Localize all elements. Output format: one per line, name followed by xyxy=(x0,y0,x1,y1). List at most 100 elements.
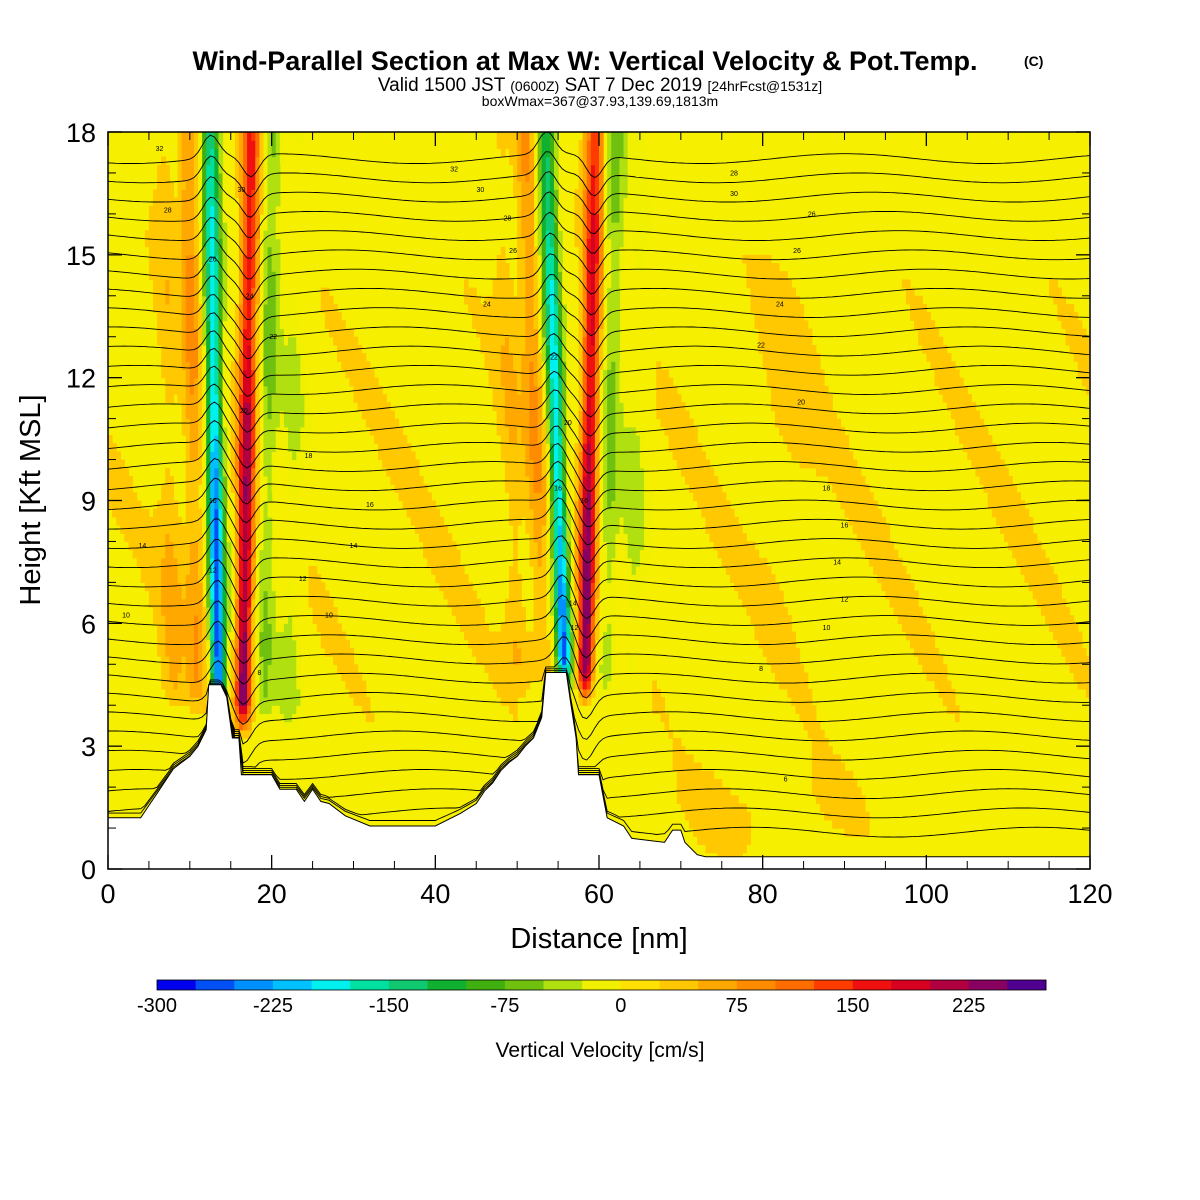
velocity-cell xyxy=(504,475,510,485)
velocity-cell xyxy=(202,320,207,330)
velocity-cell xyxy=(484,353,490,362)
velocity-cell xyxy=(185,566,191,575)
velocity-cell xyxy=(590,525,596,534)
velocity-cell xyxy=(177,197,183,207)
velocity-cell xyxy=(251,598,256,608)
velocity-cell xyxy=(558,533,563,543)
velocity-cell xyxy=(578,205,584,215)
velocity-cell xyxy=(566,623,571,633)
velocity-cell xyxy=(586,140,592,149)
velocity-cell xyxy=(549,197,555,207)
velocity-cell xyxy=(541,475,547,485)
velocity-cell xyxy=(684,426,690,436)
velocity-cell xyxy=(238,443,244,452)
velocity-cell xyxy=(521,344,526,354)
velocity-cell xyxy=(672,418,678,428)
velocity-cell xyxy=(251,320,256,330)
velocity-cell xyxy=(202,647,207,657)
velocity-cell xyxy=(521,189,526,199)
velocity-cell xyxy=(521,451,526,461)
velocity-cell xyxy=(263,639,269,649)
velocity-cell xyxy=(615,418,621,428)
velocity-cell xyxy=(394,418,400,428)
velocity-cell xyxy=(500,688,506,698)
velocity-cell xyxy=(607,533,612,543)
velocity-cell xyxy=(226,508,232,518)
velocity-cell xyxy=(492,631,498,641)
velocity-cell xyxy=(243,590,248,600)
velocity-cell xyxy=(582,492,588,502)
velocity-cell xyxy=(549,623,555,633)
velocity-cell xyxy=(611,623,616,633)
velocity-cell xyxy=(144,533,150,543)
velocity-cell xyxy=(615,410,621,420)
velocity-cell xyxy=(259,189,265,199)
velocity-cell xyxy=(198,574,203,583)
velocity-cell xyxy=(173,328,179,338)
velocity-cell xyxy=(312,606,318,616)
velocity-cell xyxy=(193,574,199,583)
velocity-cell xyxy=(193,664,199,674)
velocity-cell xyxy=(247,484,252,493)
velocity-cell xyxy=(247,705,252,715)
velocity-cell xyxy=(549,484,555,493)
velocity-cell xyxy=(594,549,600,559)
velocity-cell xyxy=(267,189,273,199)
velocity-cell xyxy=(738,819,743,829)
velocity-cell xyxy=(144,508,150,518)
velocity-cell xyxy=(553,287,559,297)
velocity-cell xyxy=(525,197,531,207)
velocity-cell xyxy=(553,426,559,436)
velocity-cell xyxy=(476,303,481,313)
velocity-cell xyxy=(263,394,269,403)
velocity-cell xyxy=(140,508,146,518)
velocity-cell xyxy=(521,222,526,231)
velocity-cell xyxy=(504,697,510,706)
velocity-cell xyxy=(578,434,584,444)
velocity-cell xyxy=(402,459,408,469)
velocity-cell xyxy=(255,410,260,420)
velocity-cell xyxy=(533,287,539,297)
velocity-cell xyxy=(418,475,424,485)
velocity-cell xyxy=(611,434,616,444)
velocity-cell xyxy=(574,656,580,665)
velocity-cell xyxy=(508,688,514,698)
velocity-cell xyxy=(328,606,334,616)
velocity-cell xyxy=(275,639,281,649)
velocity-cell xyxy=(668,729,674,739)
velocity-cell xyxy=(517,582,522,592)
velocity-cell xyxy=(238,598,244,608)
velocity-cell xyxy=(210,533,215,543)
velocity-cell xyxy=(697,778,702,788)
velocity-cell xyxy=(590,467,596,477)
velocity-cell xyxy=(562,336,567,346)
velocity-cell xyxy=(623,533,629,543)
velocity-cell xyxy=(173,656,179,665)
velocity-cell xyxy=(537,148,543,158)
velocity-cell xyxy=(238,361,244,371)
velocity-cell xyxy=(594,377,600,387)
velocity-cell xyxy=(594,598,600,608)
velocity-cell xyxy=(267,279,273,289)
velocity-cell xyxy=(693,787,698,796)
velocity-cell xyxy=(214,647,220,657)
velocity-cell xyxy=(693,467,698,477)
velocity-cell xyxy=(738,549,743,559)
velocity-cell xyxy=(234,697,240,706)
velocity-cell xyxy=(210,672,215,682)
velocity-cell xyxy=(435,508,441,518)
velocity-cell xyxy=(214,443,220,452)
velocity-cell xyxy=(148,230,154,240)
velocity-cell xyxy=(210,434,215,444)
velocity-cell xyxy=(697,762,702,772)
velocity-cell xyxy=(496,647,502,657)
velocity-cell xyxy=(234,336,240,346)
velocity-cell xyxy=(255,516,260,526)
velocity-cell xyxy=(193,672,199,682)
velocity-cell xyxy=(537,172,543,182)
velocity-cell xyxy=(124,516,130,526)
velocity-cell xyxy=(128,516,134,526)
velocity-cell xyxy=(271,254,277,264)
velocity-cell xyxy=(619,377,625,387)
velocity-cell xyxy=(189,320,195,330)
